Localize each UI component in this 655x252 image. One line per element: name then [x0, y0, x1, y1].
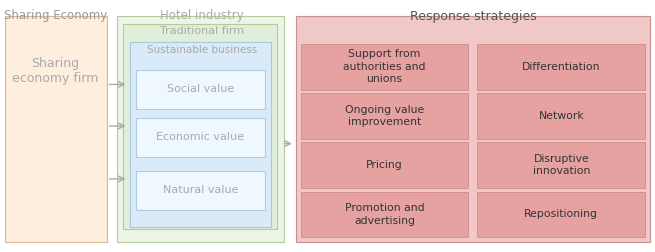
- FancyBboxPatch shape: [301, 93, 468, 139]
- Text: Ongoing value
improvement: Ongoing value improvement: [345, 105, 424, 127]
- FancyBboxPatch shape: [301, 44, 468, 90]
- Text: Hotel industry: Hotel industry: [160, 9, 244, 22]
- FancyBboxPatch shape: [5, 16, 107, 242]
- FancyBboxPatch shape: [301, 192, 468, 237]
- Text: Traditional firm: Traditional firm: [160, 26, 244, 37]
- Text: Sustainable business: Sustainable business: [147, 45, 257, 55]
- FancyBboxPatch shape: [477, 93, 645, 139]
- FancyBboxPatch shape: [477, 44, 645, 90]
- Text: Social value: Social value: [167, 84, 234, 94]
- FancyBboxPatch shape: [130, 42, 271, 227]
- FancyBboxPatch shape: [136, 70, 265, 109]
- Text: Network: Network: [538, 111, 584, 121]
- Text: Economic value: Economic value: [157, 132, 244, 142]
- FancyBboxPatch shape: [296, 16, 650, 242]
- Text: Support from
authorities and
unions: Support from authorities and unions: [343, 49, 426, 84]
- Text: Sharing
economy firm: Sharing economy firm: [12, 56, 99, 85]
- FancyBboxPatch shape: [136, 171, 265, 210]
- Text: Disruptive
innovation: Disruptive innovation: [533, 154, 590, 176]
- Text: Sharing Economy: Sharing Economy: [4, 9, 107, 22]
- Text: Differentiation: Differentiation: [522, 62, 601, 72]
- FancyBboxPatch shape: [123, 24, 277, 229]
- Text: Promotion and
advertising: Promotion and advertising: [345, 203, 424, 226]
- FancyBboxPatch shape: [301, 142, 468, 188]
- FancyBboxPatch shape: [477, 192, 645, 237]
- FancyBboxPatch shape: [117, 16, 284, 242]
- Text: Pricing: Pricing: [366, 160, 403, 170]
- Text: Repositioning: Repositioning: [525, 209, 598, 219]
- Text: Natural value: Natural value: [162, 185, 238, 195]
- FancyBboxPatch shape: [477, 142, 645, 188]
- FancyBboxPatch shape: [136, 118, 265, 157]
- Text: Response strategies: Response strategies: [409, 10, 536, 23]
